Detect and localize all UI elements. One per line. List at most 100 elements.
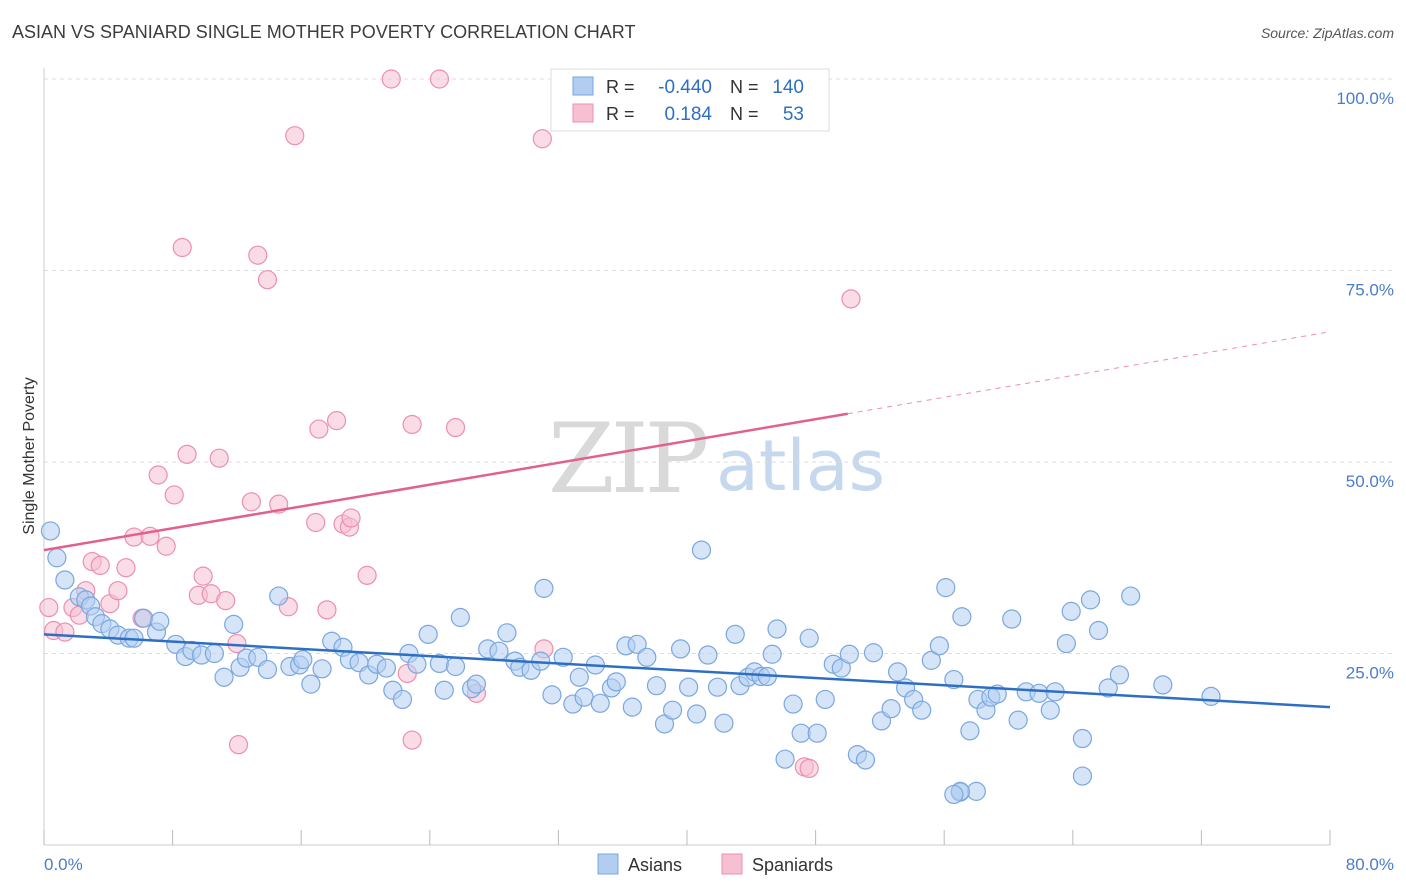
asians-n-value: 140 (772, 77, 804, 98)
asians-point (40, 521, 61, 541)
asians-point (707, 677, 728, 697)
asians-point (407, 654, 427, 674)
chart-source: Source: ZipAtlas.com (1261, 25, 1394, 41)
spaniards-point (164, 485, 184, 505)
asians-point (257, 659, 278, 680)
asians-point (574, 687, 594, 707)
asians-n-label: N = (730, 77, 759, 97)
asians-point (534, 578, 554, 598)
asians-point (450, 607, 470, 628)
spaniards-point (90, 555, 110, 576)
asians-point (606, 672, 626, 692)
stats-legend: R = -0.440 N = 140 R = 0.184 N = 53 (550, 68, 830, 132)
asians-point (1098, 678, 1118, 698)
asians-point (662, 700, 683, 720)
spaniards-point (402, 730, 422, 750)
spaniards-point (326, 411, 347, 431)
spaniards-points (39, 69, 861, 779)
asians-point (944, 669, 964, 690)
asians-point (1002, 609, 1022, 629)
asians-points (40, 521, 1221, 805)
asians-point (134, 608, 154, 628)
asians-point (960, 721, 980, 741)
asians-point (687, 704, 707, 724)
asians-point (839, 644, 859, 664)
y-axis-label: Single Mother Poverty (21, 377, 38, 534)
asians-point (815, 689, 835, 710)
asians-point (679, 677, 699, 697)
asians-point (293, 650, 313, 670)
asians-point (1008, 710, 1028, 730)
asians-point (1040, 700, 1060, 720)
asians-point (1061, 601, 1081, 621)
spaniards-point (156, 536, 176, 556)
asians-point (855, 750, 876, 770)
asians-point (553, 647, 573, 667)
spaniards-point (317, 600, 337, 620)
spaniards-point (39, 597, 59, 618)
spaniards-point (357, 565, 377, 585)
asians-swatch-stats (572, 76, 594, 96)
spaniards-n-value: 53 (783, 104, 804, 125)
chart-title: ASIAN VS SPANIARD SINGLE MOTHER POVERTY … (12, 22, 635, 42)
x-tick-label-max: 80.0% (1346, 855, 1394, 874)
spaniards-point (193, 566, 213, 586)
spaniards-point (177, 444, 197, 464)
asians-point (301, 674, 321, 694)
watermark-zip: ZIP (548, 403, 707, 515)
asians-point (224, 614, 244, 634)
spaniards-point (257, 270, 278, 290)
spaniards-legend-label: Spaniards (752, 855, 833, 875)
spaniards-point (241, 492, 261, 512)
asians-legend-label: Asians (628, 855, 682, 875)
asians-legend-swatch (597, 853, 619, 875)
asians-point (1153, 675, 1173, 695)
spaniards-swatch-stats (572, 103, 594, 123)
asians-r-value: -0.440 (658, 77, 712, 98)
asians-point (434, 680, 454, 700)
y-tick-label: 100.0% (1336, 89, 1394, 108)
watermark: ZIP atlas (548, 403, 885, 515)
spaniards-point (116, 558, 136, 578)
asians-point (725, 624, 745, 644)
asians-point (944, 784, 964, 805)
spaniards-point (306, 512, 326, 533)
asians-point (775, 749, 795, 769)
asians-point (466, 674, 487, 694)
asians-point (1029, 683, 1049, 703)
asians-point (921, 650, 941, 670)
watermark-atlas: atlas (716, 425, 885, 507)
asians-point (489, 641, 509, 661)
spaniards-point (799, 758, 819, 779)
y-tick-label: 25.0% (1346, 664, 1394, 683)
asians-point (762, 644, 782, 664)
asians-point (1109, 665, 1130, 685)
spaniards-point (209, 448, 229, 468)
spaniards-point (429, 69, 450, 89)
spaniards-point (841, 289, 861, 309)
asians-point (1080, 590, 1101, 610)
trend-lines (43, 331, 1331, 709)
asians-point (863, 643, 884, 663)
asians-point (269, 586, 289, 606)
spaniards-r-label: R = (606, 104, 635, 124)
gridlines (44, 78, 1394, 654)
asians-point (590, 693, 610, 713)
spaniards-point (172, 237, 192, 258)
asians-point (1056, 633, 1076, 654)
asians-point (698, 645, 718, 665)
spaniards-point (285, 126, 305, 146)
asians-point (952, 607, 972, 627)
asians-point (912, 700, 932, 720)
asians-point (392, 689, 413, 710)
asians-point (936, 578, 956, 598)
asians-point (966, 781, 986, 801)
spaniards-r-value: 0.184 (664, 104, 712, 125)
spaniards-point (228, 735, 249, 755)
asians-point (670, 639, 691, 659)
asians-point (627, 634, 647, 654)
stats-legend-box (550, 68, 830, 132)
asians-point (55, 570, 75, 590)
spaniards-point (532, 129, 552, 149)
asians-point (1201, 686, 1221, 706)
